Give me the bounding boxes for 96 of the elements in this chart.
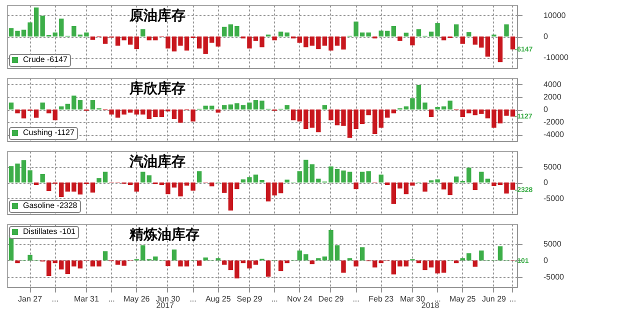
bar — [40, 102, 45, 110]
y-tick-label: 4000 — [544, 80, 562, 89]
y-tick-label: 2000 — [544, 92, 562, 102]
x-tick-label: ... — [108, 294, 115, 304]
bar — [15, 260, 20, 264]
bar — [391, 110, 396, 114]
bar — [146, 175, 152, 182]
bar — [460, 36, 465, 44]
bar — [504, 24, 509, 36]
x-tick-label: Mar 30 — [400, 294, 426, 304]
x-tick-label: ... — [352, 294, 360, 304]
legend-label: Gasoline -2328 — [23, 201, 78, 210]
bar — [428, 110, 434, 118]
bar — [140, 29, 146, 36]
x-tick-label: Jun 30 — [156, 294, 181, 304]
bar — [222, 26, 227, 36]
bar — [266, 260, 271, 277]
chart-title: 精炼油库存 — [128, 226, 200, 242]
y-tick-label: 0 — [544, 32, 548, 41]
text: 2017 — [156, 301, 175, 310]
bar — [404, 32, 409, 36]
bar — [385, 182, 390, 186]
x-tick-label: ... — [434, 294, 441, 304]
bar — [196, 171, 202, 182]
y-tick-label: 0 — [544, 256, 548, 265]
x-tick-label: May 26 — [124, 294, 150, 304]
x-tick-label: ... — [509, 294, 516, 304]
x-tick-label: Sep 29 — [236, 294, 263, 304]
bar — [272, 36, 277, 40]
bar — [322, 105, 328, 110]
bar — [310, 260, 315, 264]
bar — [290, 110, 296, 120]
bar — [454, 24, 459, 36]
x-tick-label: ... — [271, 294, 278, 304]
bar — [196, 260, 202, 266]
bar — [454, 176, 459, 182]
bar — [222, 182, 227, 193]
y-tick-label: -2000 — [544, 118, 565, 127]
x-tick-label: Nov 24 — [286, 294, 313, 304]
bar — [422, 182, 428, 192]
bar — [360, 247, 365, 260]
bar — [391, 26, 396, 36]
x-tick-label: Jan 27 — [18, 294, 43, 304]
x-tick-label: Jun 29 — [482, 294, 507, 304]
bar — [134, 36, 139, 50]
bar — [34, 182, 39, 186]
bar — [222, 260, 227, 265]
chart-title: 汽油库存 — [128, 153, 186, 169]
bar — [134, 182, 139, 192]
x-tick-label: Mar 31 — [74, 294, 100, 304]
y-tick-label: -5000 — [544, 272, 565, 282]
x-tick-label: Dec 29 — [318, 294, 344, 304]
bar — [59, 106, 64, 110]
x-tick-label: ... — [52, 294, 58, 304]
x-tick-label: ... — [190, 294, 196, 304]
x-tick-label: May 25 — [449, 294, 476, 304]
bar — [102, 251, 108, 260]
bar — [8, 102, 14, 110]
bar — [222, 105, 227, 110]
y-tick-label: 5000 — [544, 239, 562, 248]
y-tick-label: -4000 — [544, 130, 565, 140]
bar — [398, 36, 402, 41]
bar — [341, 260, 346, 273]
y-tick-label: -5000 — [544, 194, 565, 203]
y-tick-label: 0 — [544, 178, 548, 187]
bar — [46, 182, 52, 192]
bar — [52, 110, 58, 120]
bar — [454, 260, 459, 264]
y-tick-label: 0 — [544, 105, 548, 114]
chart-title: 原油库存 — [128, 7, 186, 23]
series-label: Cushing -1127 — [23, 128, 75, 137]
bar — [46, 110, 52, 114]
bar — [410, 36, 415, 46]
text: 2018 — [421, 301, 440, 310]
bar — [354, 260, 358, 266]
y-tick-label: 5000 — [544, 162, 562, 172]
bar — [472, 260, 478, 267]
series-label: Distillates -101 — [23, 227, 76, 236]
chart-title: 库欣库存 — [128, 80, 186, 96]
bar — [354, 182, 358, 190]
bar — [472, 182, 478, 190]
y-tick-label: 10000 — [544, 11, 566, 20]
x-tick-label: Aug 25 — [205, 294, 232, 304]
bar — [172, 250, 177, 260]
x-tick-label: Feb 23 — [368, 294, 394, 304]
bar — [498, 36, 503, 62]
bar — [216, 36, 220, 47]
bar — [140, 172, 146, 182]
bar — [166, 260, 170, 266]
bar — [40, 174, 45, 182]
bar — [216, 110, 220, 113]
bar — [466, 32, 472, 36]
y-tick-label: -10000 — [544, 53, 569, 62]
bar — [510, 36, 516, 50]
legend-label: Crude -6147 — [23, 55, 68, 64]
bar — [378, 174, 384, 182]
